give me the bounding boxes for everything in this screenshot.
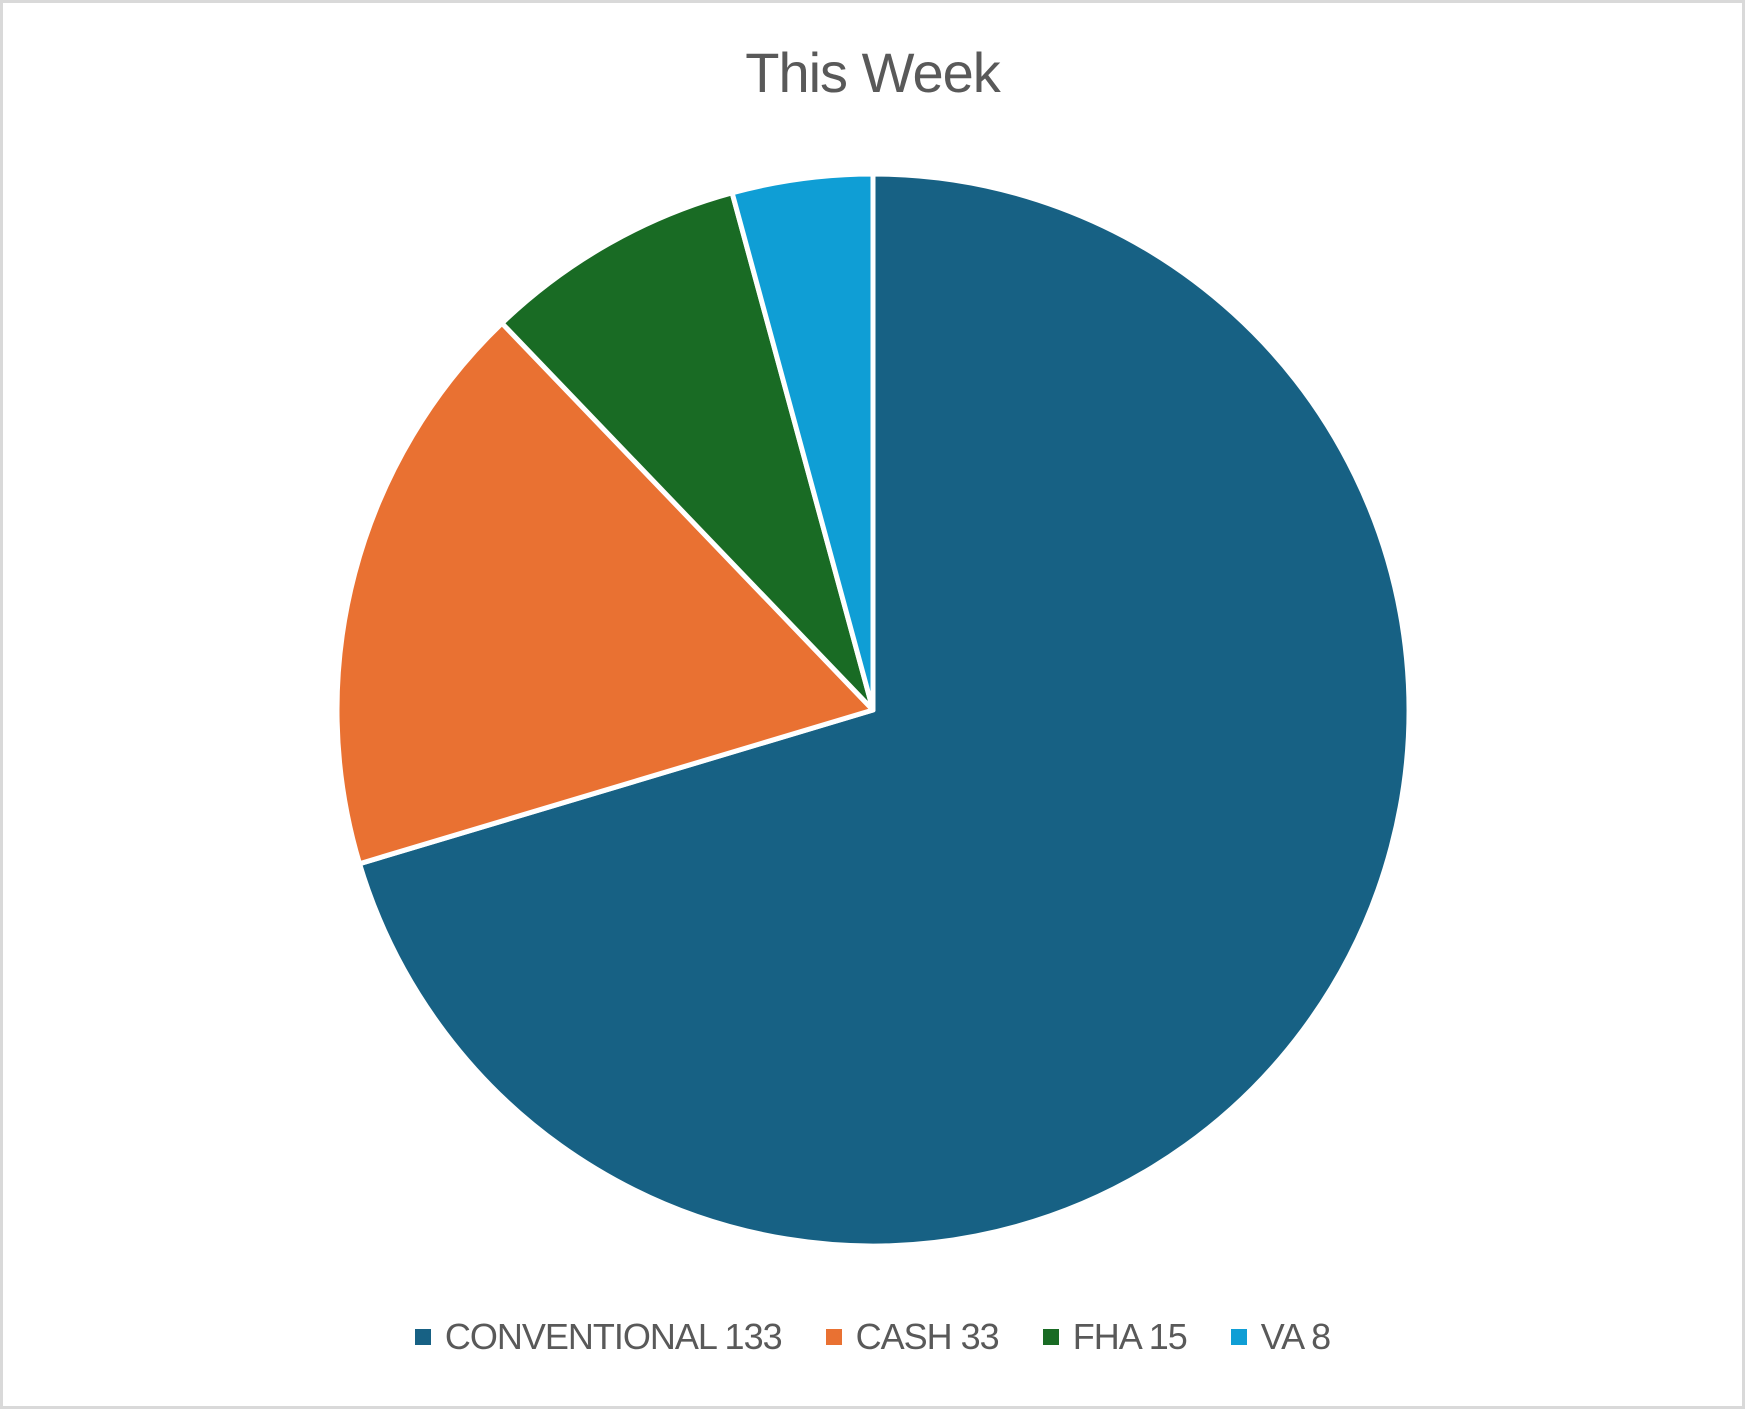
- legend-swatch: [414, 1329, 431, 1345]
- legend-swatch: [825, 1329, 842, 1345]
- legend-item-conventional: CONVENTIONAL 133: [414, 1316, 783, 1358]
- legend-label: FHA 15: [1072, 1316, 1188, 1357]
- legend: CONVENTIONAL 133 CASH 33 FHA 15 VA 8: [0, 1316, 1745, 1358]
- pie-slice-cash: [334, 320, 876, 867]
- legend-label: VA 8: [1260, 1316, 1331, 1357]
- pie-slice-conventional: [357, 171, 1412, 1249]
- pie-slice-va: [729, 171, 876, 713]
- legend-item-fha: FHA 15: [1042, 1316, 1188, 1358]
- legend-item-cash: CASH 33: [825, 1316, 1000, 1358]
- legend-swatch: [1230, 1329, 1247, 1345]
- pie-slice-fha: [499, 190, 876, 713]
- legend-swatch: [1042, 1329, 1059, 1345]
- legend-label: CASH 33: [855, 1316, 1000, 1357]
- legend-item-va: VA 8: [1230, 1316, 1331, 1358]
- legend-label: CONVENTIONAL 133: [444, 1316, 783, 1357]
- chart-title: This Week: [745, 41, 1000, 104]
